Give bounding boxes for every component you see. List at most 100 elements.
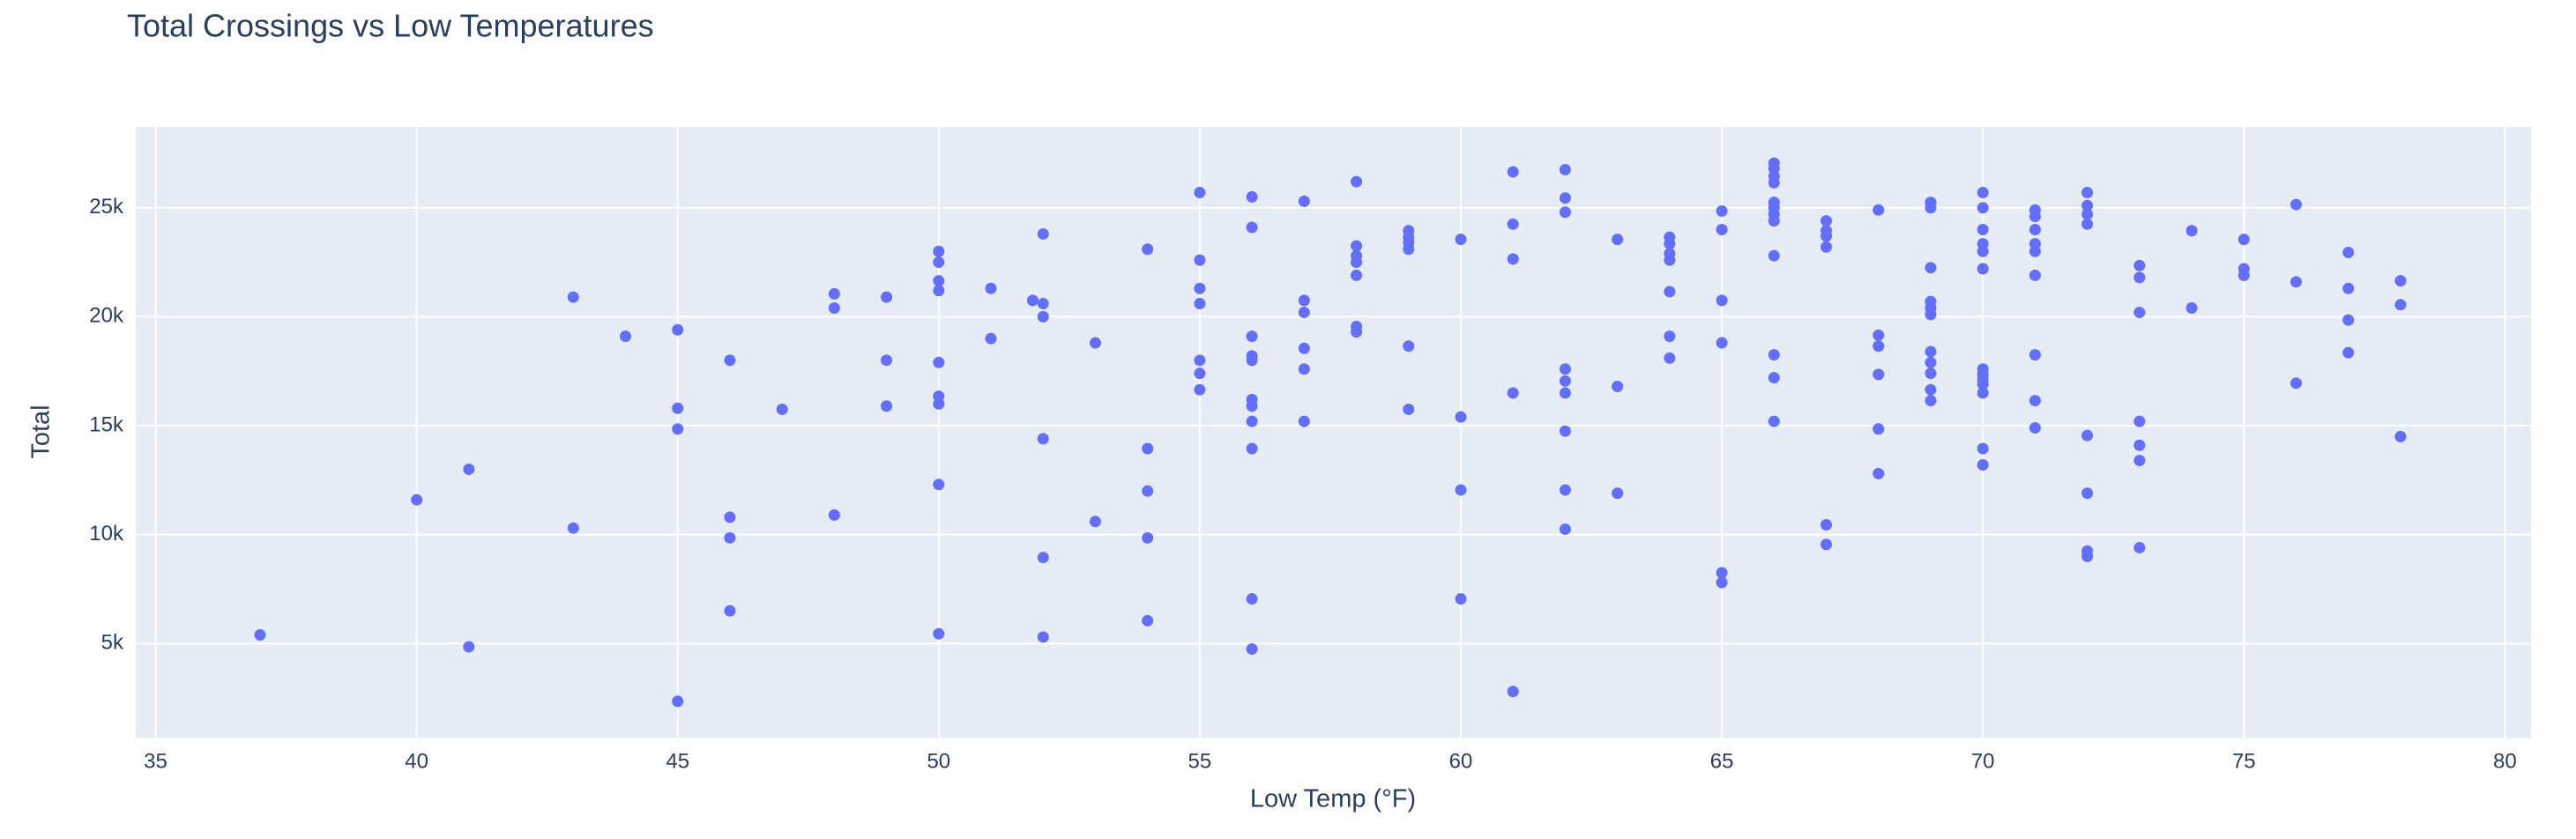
point — [2394, 299, 2407, 311]
point — [1194, 298, 1206, 310]
point — [724, 531, 736, 544]
x-tick-label: 50 — [927, 749, 950, 773]
point — [1768, 415, 1780, 427]
point — [1298, 306, 1310, 318]
point — [1507, 387, 1519, 399]
point — [2394, 275, 2407, 287]
point — [1664, 238, 1676, 250]
point — [1298, 195, 1310, 207]
point — [2185, 225, 2198, 237]
point — [1664, 254, 1676, 266]
point — [985, 332, 997, 345]
x-tick-label: 40 — [405, 749, 428, 773]
point — [2029, 395, 2041, 407]
point — [1351, 326, 1363, 338]
point — [2133, 259, 2146, 271]
point — [1246, 330, 1258, 343]
point — [1559, 164, 1571, 176]
points — [254, 157, 2407, 708]
point — [1037, 298, 1049, 310]
point — [1403, 243, 1415, 256]
point — [1768, 349, 1780, 361]
point — [881, 400, 893, 412]
point — [1298, 294, 1310, 307]
point — [463, 641, 475, 653]
point — [1194, 368, 1206, 380]
point — [1925, 308, 1937, 321]
point — [1716, 576, 1728, 589]
point — [933, 479, 945, 491]
point — [2081, 199, 2094, 212]
point — [1194, 354, 1206, 367]
point — [1716, 567, 1728, 579]
point — [1351, 240, 1363, 252]
point — [2290, 377, 2303, 390]
point — [1037, 310, 1049, 323]
point — [1351, 269, 1363, 281]
point — [1872, 329, 1885, 341]
y-tick-label: 25k — [89, 195, 124, 219]
point — [567, 522, 579, 534]
point — [1194, 383, 1206, 396]
point — [1026, 294, 1039, 307]
point — [1820, 230, 1833, 242]
point — [1246, 593, 1258, 605]
point — [1716, 223, 1728, 235]
point — [2237, 234, 2250, 246]
point — [828, 302, 840, 315]
point — [1977, 459, 1989, 471]
y-tick-label: 20k — [89, 304, 124, 328]
point — [1298, 342, 1310, 354]
x-tick-label: 70 — [1971, 749, 1995, 773]
point — [2342, 346, 2355, 359]
point — [2133, 415, 2146, 427]
point — [1664, 286, 1676, 298]
point — [1246, 442, 1258, 455]
x-tick-label: 65 — [1710, 749, 1734, 773]
point — [776, 403, 788, 415]
point — [2133, 271, 2146, 284]
point — [1925, 345, 1937, 358]
point — [1872, 340, 1885, 353]
point — [2342, 246, 2355, 258]
point — [1820, 241, 1833, 253]
point — [619, 330, 631, 343]
point — [254, 628, 266, 641]
point — [2081, 208, 2094, 220]
point — [1612, 381, 1624, 393]
point — [1037, 433, 1049, 445]
point — [1089, 337, 1101, 349]
point — [1872, 467, 1885, 479]
point — [1768, 176, 1780, 189]
point — [933, 245, 945, 257]
point — [933, 275, 945, 287]
point — [2133, 306, 2146, 318]
point — [2081, 429, 2094, 442]
point — [1716, 204, 1728, 217]
point — [1664, 330, 1676, 343]
point — [828, 287, 840, 300]
point — [1977, 186, 1989, 198]
point — [1507, 686, 1519, 698]
point — [463, 463, 475, 475]
point — [1194, 186, 1206, 198]
point — [1872, 204, 1885, 216]
point — [1925, 368, 1937, 380]
point — [2081, 550, 2094, 562]
point — [2029, 349, 2041, 361]
point — [1977, 442, 1989, 455]
point — [1925, 202, 1937, 214]
point — [1455, 411, 1467, 423]
point — [724, 511, 736, 523]
point — [1246, 400, 1258, 412]
point — [1089, 516, 1101, 528]
point — [2029, 223, 2041, 235]
point — [1559, 192, 1571, 204]
point — [933, 285, 945, 297]
point — [2290, 276, 2303, 288]
point — [1559, 206, 1571, 219]
x-tick-label: 75 — [2232, 749, 2256, 773]
point — [933, 356, 945, 368]
